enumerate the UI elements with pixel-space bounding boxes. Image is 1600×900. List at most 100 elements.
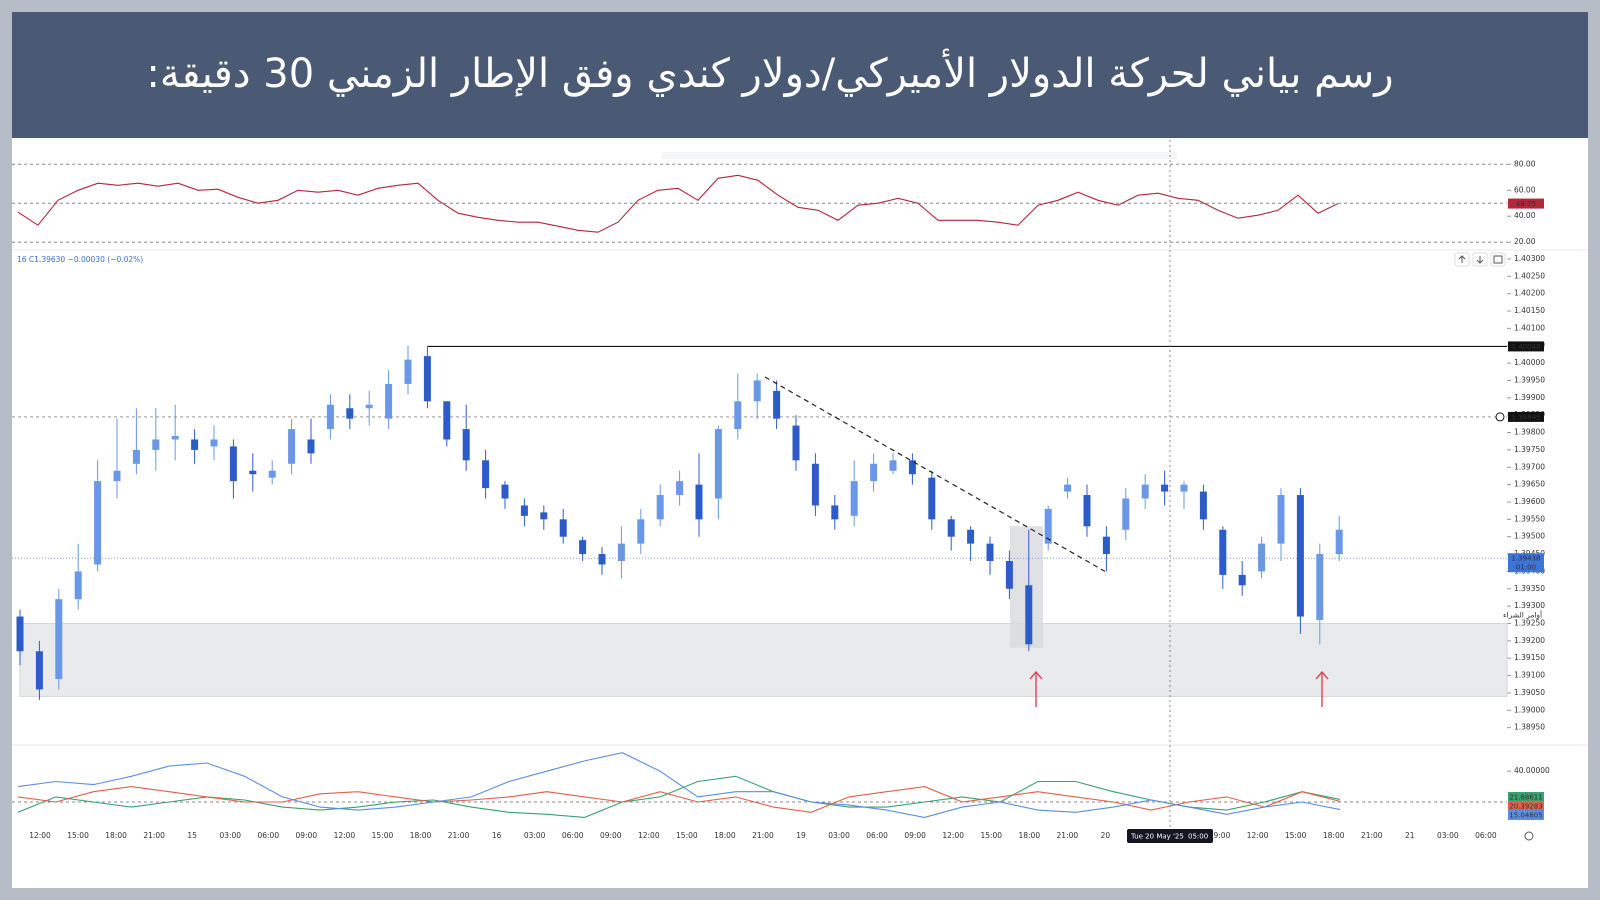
header [12,12,1588,138]
signal-arrow [1029,670,1043,707]
zone-label: أوامر الشراء [1503,609,1542,619]
rsi-line [17,174,1339,233]
x-tick-label: 21:00 [143,831,165,840]
x-tick-label: 19 [796,831,806,840]
candle-body [35,651,43,690]
reset-icon [1493,255,1503,264]
x-tick-label: 15:00 [372,831,394,840]
reset-button[interactable] [1490,252,1506,267]
candle-body [714,429,722,499]
x-tick-label: 21:00 [1057,831,1079,840]
y-tick-label: 1.39300 [1514,601,1545,610]
rsi-tag: 49.75 [1516,200,1536,208]
candle-body [1296,495,1304,617]
candle-body [16,616,24,652]
candle-body [540,512,548,520]
candle-body [482,460,490,489]
y-tick-label: 1.39350 [1514,584,1545,593]
candle-body [928,477,936,520]
indicator-tag-bg [1508,801,1544,811]
x-tick-label: 18:00 [1018,831,1040,840]
scroll-up-button[interactable] [1454,252,1470,267]
candle-body [559,519,567,537]
x-tick-label: 12:00 [942,831,964,840]
x-tick-label: 06:00 [866,831,888,840]
down-icon [1476,256,1484,264]
indicator-line [17,752,1341,818]
x-tick-label: 15 [187,831,197,840]
up-icon [1458,255,1466,263]
candle-body [346,408,354,419]
scroll-down-button[interactable] [1472,252,1488,267]
x-tick-label: 09:00 [600,831,622,840]
pane-buttons[interactable] [1454,252,1506,267]
rsi-tag-bg [1508,198,1544,209]
candle-body [831,505,839,520]
candle-body [792,425,800,461]
indicator-tag: 20.39283 [1509,803,1542,811]
candle-body [986,543,994,561]
y-tick-label: 1.40300 [1514,254,1545,263]
y-tick-label: 40.00 [1514,211,1536,220]
x-tick-label: 09:00 [296,831,318,840]
candle-body [462,429,470,461]
candle-body [1161,484,1169,492]
candle-body [1258,543,1266,572]
candle-body [191,439,199,450]
candle-body [404,359,412,384]
candle-body [637,519,645,544]
x-tick-label: 09:00 [904,831,926,840]
y-tick-label: 1.39900 [1514,393,1545,402]
x-tick-label: 21:00 [1361,831,1383,840]
candle-body [365,404,373,409]
candle-body [695,484,703,520]
candle-body [870,463,878,482]
y-tick-label: 1.40150 [1514,306,1545,315]
y-tick-label: 1.40000 [1514,358,1545,367]
candle-body [1238,574,1246,586]
candle-body [501,484,509,499]
candle-body [1044,508,1052,544]
indicator-tag: 21.68611 [1509,794,1542,802]
last-price-tag: 1.39438 [1512,555,1541,563]
candle-body [385,383,393,419]
candle-body [443,401,451,440]
resistance-tag: 1.40048 [1512,343,1541,351]
candle-body [520,505,528,516]
indicator-line [17,775,1341,818]
candle-body [132,449,140,464]
y-tick-label: 1.39500 [1514,532,1545,541]
level-tag: 1.39845 [1512,413,1541,421]
candle-body [656,495,664,520]
candle-body [908,460,916,475]
x-tick-label: 12:00 [334,831,356,840]
candle-body [617,543,625,561]
candle-body [423,356,431,402]
settings-icon[interactable] [1524,831,1534,841]
page-title: رسم بياني لحركة الدولار الأميركي/دولار ك… [146,48,1393,97]
candle-body [74,571,82,600]
candle-body [811,463,819,506]
candle-body [1083,495,1091,527]
crosshair-date: Tue 20 May '25 [1130,833,1184,841]
candle-body [850,481,858,516]
indicator-line [17,786,1341,813]
x-tick-label: 15:00 [1285,831,1307,840]
candle-body [1277,495,1285,544]
level-tag-bg [1508,411,1544,422]
candle-body [55,599,63,680]
y-tick-label: 1.39250 [1514,618,1545,627]
x-tick-label: 12:00 [638,831,660,840]
candle-body [152,439,160,450]
trendline [764,376,1106,572]
candle-body [967,529,975,544]
x-tick-label: 03:00 [828,831,850,840]
indicator-tag: 15.04605 [1509,812,1542,820]
x-tick-label: 18:00 [714,831,736,840]
candle-body [1141,484,1149,499]
candle-body [1335,529,1343,555]
crosshair-time: 05:00 [1188,833,1208,841]
y-tick-label: 1.39950 [1514,375,1545,384]
y-tick-label: 1.39200 [1514,636,1545,645]
